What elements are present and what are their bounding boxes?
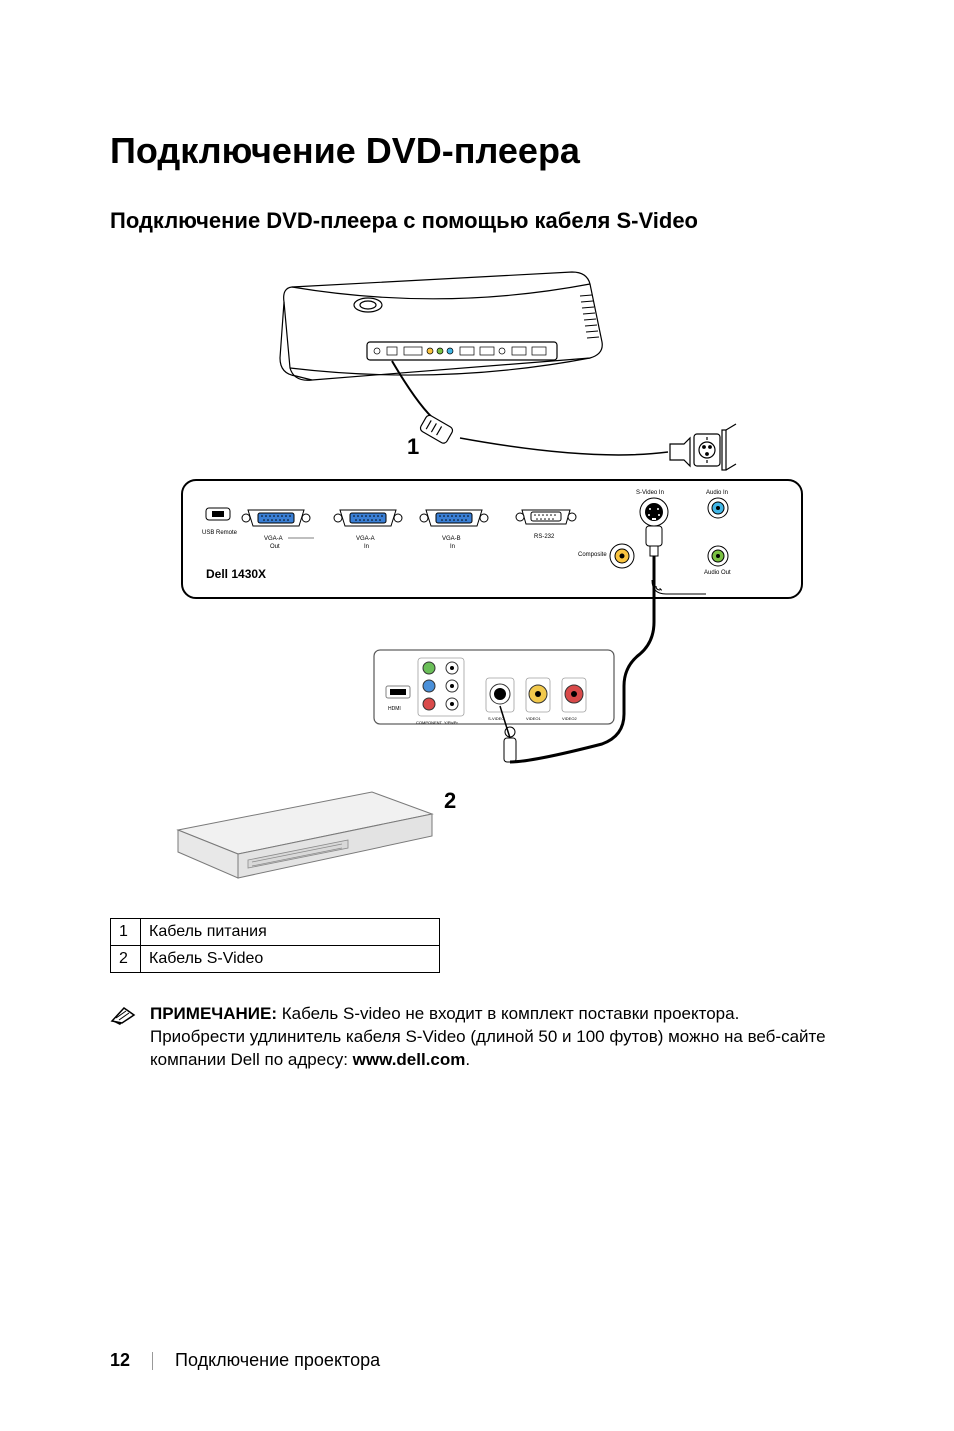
svg-text:USB Remote: USB Remote	[202, 530, 238, 536]
svg-text:S-VIDEO: S-VIDEO	[488, 716, 504, 721]
svg-text:VIDEO2: VIDEO2	[562, 716, 577, 721]
projector-rear-panel: Dell 1430X USB Remote VGA-A Out	[182, 480, 802, 598]
footer-section: Подключение проектора	[175, 1350, 380, 1371]
svg-text:VGA-A: VGA-A	[356, 536, 375, 542]
section-title: Подключение DVD-плеера с помощью кабеля …	[110, 208, 874, 234]
svg-text:Audio In: Audio In	[706, 490, 728, 496]
svg-text:Audio Out: Audio Out	[704, 570, 731, 576]
note-block: ПРИМЕЧАНИЕ: Кабель S-video не входит в к…	[110, 1003, 830, 1072]
note-text: ПРИМЕЧАНИЕ: Кабель S-video не входит в к…	[150, 1003, 830, 1072]
svg-text:VIDEO1: VIDEO1	[526, 716, 541, 721]
dvd-player-drawing	[178, 792, 432, 878]
page-title: Подключение DVD-плеера	[110, 130, 874, 172]
page-number: 12	[110, 1350, 130, 1371]
note-suffix: .	[465, 1050, 470, 1069]
svg-text:Y/Pb/Pr: Y/Pb/Pr	[444, 720, 458, 725]
model-label: Dell 1430X	[206, 567, 266, 581]
svg-text:In: In	[364, 544, 369, 550]
projector-drawing	[280, 272, 736, 470]
legend-table: 1 Кабель питания 2 Кабель S-Video	[110, 918, 440, 973]
table-row: 2 Кабель S-Video	[111, 946, 440, 973]
dvd-rear-panel: HDMI COMPONENT Y/Pb/P	[374, 650, 614, 738]
note-icon	[110, 1005, 136, 1025]
connection-figure: 1 Dell 1430X USB Remote	[110, 262, 874, 882]
callout-1: 1	[407, 434, 419, 459]
page-footer: 12 Подключение проектора	[110, 1350, 380, 1371]
svg-text:Out: Out	[270, 544, 280, 550]
legend-label: Кабель питания	[141, 919, 440, 946]
svg-text:COMPONENT: COMPONENT	[416, 720, 443, 725]
svg-text:In: In	[450, 544, 455, 550]
svg-text:VGA-B: VGA-B	[442, 536, 461, 542]
legend-num: 1	[111, 919, 141, 946]
table-row: 1 Кабель питания	[111, 919, 440, 946]
note-url: www.dell.com	[353, 1050, 466, 1069]
note-prefix: ПРИМЕЧАНИЕ:	[150, 1004, 277, 1023]
legend-label: Кабель S-Video	[141, 946, 440, 973]
svg-text:Composite: Composite	[578, 552, 607, 558]
svg-text:VGA-A: VGA-A	[264, 536, 283, 542]
svg-text:S-Video In: S-Video In	[636, 490, 664, 496]
svg-text:RS-232: RS-232	[534, 534, 555, 540]
footer-separator	[152, 1352, 153, 1370]
svg-text:HDMI: HDMI	[388, 706, 401, 712]
legend-num: 2	[111, 946, 141, 973]
callout-2: 2	[444, 788, 456, 813]
